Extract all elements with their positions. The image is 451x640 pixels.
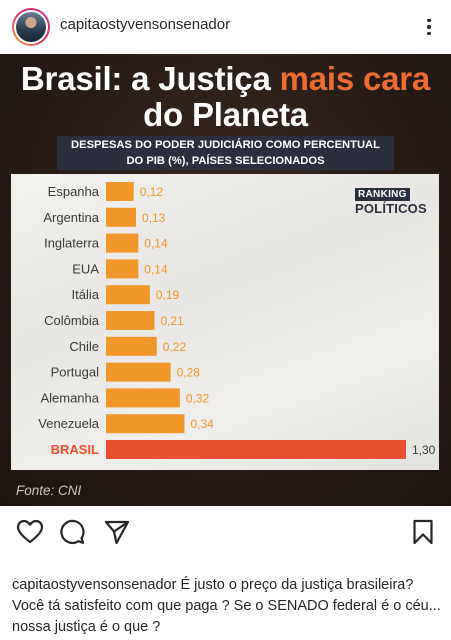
category-label: Colômbia — [44, 313, 100, 328]
value-label: 0,34 — [190, 417, 214, 431]
value-label: 0,14 — [144, 237, 168, 251]
value-label: 0,28 — [177, 366, 201, 380]
category-label: Portugal — [51, 365, 100, 380]
more-dot — [427, 18, 431, 23]
post-image[interactable]: Brasil: a Justiça mais cara do Planeta D… — [0, 54, 451, 506]
category-label: Chile — [69, 339, 99, 354]
subtitle-line-1: DESPESAS DO PODER JUDICIÁRIO COMO PERCEN… — [71, 139, 380, 151]
bar-espanha — [106, 182, 134, 201]
category-label: Itália — [72, 287, 100, 302]
bar-colômbia — [106, 311, 155, 330]
caption-username[interactable]: capitaostyvensonsenador — [12, 577, 177, 593]
action-bar — [0, 510, 451, 554]
more-dot — [427, 25, 431, 29]
comment-icon[interactable] — [58, 518, 86, 546]
headline-prefix: Brasil: a Justiça — [20, 60, 280, 97]
bar-alemanha — [106, 388, 180, 408]
value-label: 0,12 — [140, 185, 164, 199]
value-label: 0,32 — [186, 391, 210, 405]
bar-chart: Espanha 0,12 Argentina 0,13 Inglaterra 0,14 EU… — [38, 182, 436, 459]
heart-icon[interactable] — [16, 518, 44, 546]
bar-argentina — [106, 207, 136, 227]
more-dot — [427, 31, 431, 36]
bar-venezuela — [106, 414, 185, 434]
category-label: Inglaterra — [44, 236, 100, 251]
avatar[interactable] — [12, 8, 50, 46]
paper-plane-icon[interactable] — [103, 518, 131, 546]
headline-line-2: do Planeta — [143, 96, 308, 133]
headline-accent: mais cara — [279, 60, 431, 97]
logo-top-text: RANKING — [355, 188, 410, 201]
bookmark-icon[interactable] — [409, 518, 437, 546]
post-caption: capitaostyvensonsenador É justo o preço … — [12, 575, 442, 638]
category-label: EUA — [72, 261, 99, 276]
post-username[interactable]: capitaostyvensonsenador — [60, 16, 231, 33]
bar-brasil — [106, 440, 406, 459]
value-label: 0,19 — [156, 288, 180, 302]
value-label: 0,14 — [144, 262, 168, 276]
subtitle-line-2: DO PIB (%), PAÍSES SELECIONADOS — [126, 155, 325, 167]
bar-inglaterra — [106, 233, 139, 253]
category-label: Alemanha — [40, 390, 99, 405]
chart-panel: RANKING POLÍTICOS Espanha 0,12 Argentina 0,… — [11, 174, 439, 470]
value-label: 1,30 — [412, 443, 436, 457]
bar-chile — [106, 336, 157, 356]
more-options-icon[interactable] — [417, 12, 441, 42]
category-label: Venezuela — [38, 416, 99, 431]
ranking-politicos-logo: RANKING POLÍTICOS — [355, 184, 427, 216]
bar-portugal — [106, 362, 171, 382]
avatar-photo — [16, 12, 46, 42]
bar-eua — [106, 259, 139, 279]
value-label: 0,22 — [163, 340, 187, 354]
source-note: Fonte: CNI — [16, 483, 82, 498]
caption-text: É justo o preço da justiça brasileira? V… — [12, 577, 441, 635]
bar-itália — [106, 285, 150, 305]
category-label: BRASIL — [51, 442, 99, 457]
avatar-ring — [14, 10, 48, 44]
post-header: capitaostyvensonsenador — [0, 0, 451, 54]
chart-subtitle: DESPESAS DO PODER JUDICIÁRIO COMO PERCEN… — [57, 136, 394, 170]
value-label: 0,13 — [142, 211, 166, 225]
category-label: Espanha — [48, 184, 100, 199]
logo-bottom-text: POLÍTICOS — [355, 201, 427, 216]
headline-line-1: Brasil: a Justiça mais cara — [0, 60, 451, 98]
category-label: Argentina — [43, 210, 99, 225]
value-label: 0,21 — [160, 314, 184, 328]
